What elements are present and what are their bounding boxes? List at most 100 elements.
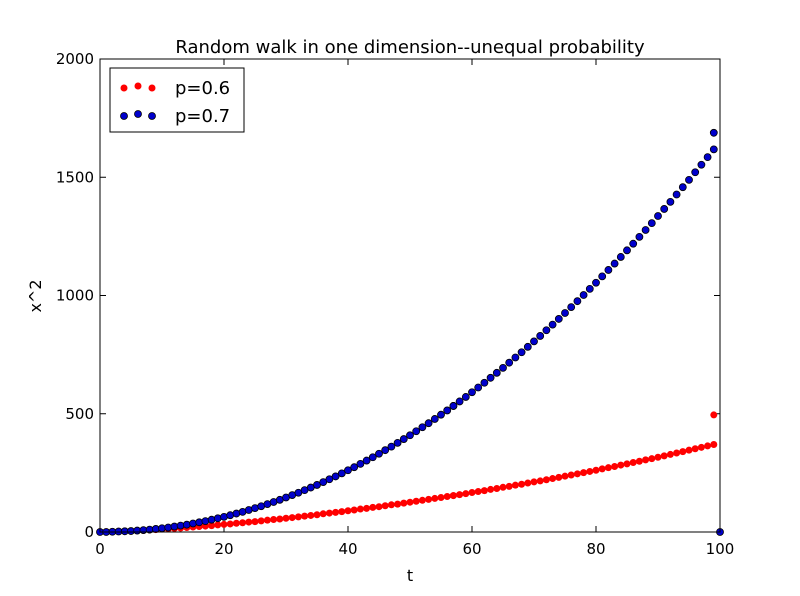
data-point xyxy=(319,510,327,518)
data-point xyxy=(666,450,674,458)
data-point xyxy=(635,457,643,465)
data-point xyxy=(530,478,538,486)
data-point xyxy=(691,168,700,177)
data-point xyxy=(673,449,681,457)
data-point xyxy=(511,481,519,489)
legend-marker xyxy=(148,84,156,92)
x-tick-label: 40 xyxy=(338,540,357,558)
data-point xyxy=(394,500,402,508)
data-point xyxy=(350,463,359,472)
data-point xyxy=(480,378,489,387)
series-p=0.7 xyxy=(96,128,724,536)
data-point xyxy=(399,435,408,443)
data-point xyxy=(554,315,563,323)
data-point xyxy=(523,342,532,351)
legend-marker xyxy=(120,84,128,92)
data-point xyxy=(561,472,569,480)
series-p=0.6 xyxy=(96,411,724,536)
data-point xyxy=(418,423,427,432)
data-point xyxy=(375,503,383,511)
data-point xyxy=(344,507,352,515)
data-point xyxy=(412,497,420,505)
data-point xyxy=(548,320,557,329)
data-point xyxy=(536,332,545,340)
y-tick-label: 1000 xyxy=(56,287,94,305)
data-point xyxy=(424,419,433,428)
data-point xyxy=(239,519,247,527)
data-point xyxy=(685,446,693,454)
x-tick-label: 60 xyxy=(462,540,481,558)
data-point xyxy=(660,205,669,213)
y-tick-label: 1500 xyxy=(56,168,94,186)
data-point xyxy=(270,515,278,523)
data-point xyxy=(573,297,582,306)
data-point xyxy=(362,456,371,465)
data-point xyxy=(629,239,638,248)
data-point xyxy=(555,473,563,481)
data-point xyxy=(276,515,284,523)
legend-label: p=0.7 xyxy=(175,106,230,127)
data-point xyxy=(368,453,377,462)
data-point xyxy=(598,465,606,473)
data-point xyxy=(338,508,346,516)
plot-frame xyxy=(99,58,721,533)
data-point xyxy=(319,478,328,486)
data-point xyxy=(356,459,365,468)
legend-marker xyxy=(120,112,128,120)
data-point xyxy=(561,309,569,317)
data-point xyxy=(195,518,204,527)
data-point xyxy=(573,470,581,478)
data-point xyxy=(455,397,464,406)
data-point xyxy=(679,448,687,456)
data-point xyxy=(654,453,662,461)
data-point xyxy=(208,522,216,530)
data-point xyxy=(406,431,414,440)
data-point xyxy=(536,477,544,485)
data-point xyxy=(654,212,662,220)
x-tick-label: 0 xyxy=(95,540,105,558)
data-point xyxy=(393,438,402,447)
data-point xyxy=(616,253,625,261)
data-point xyxy=(493,484,501,492)
data-point xyxy=(517,348,526,357)
data-point xyxy=(511,353,520,362)
data-point xyxy=(648,455,656,463)
data-point xyxy=(263,516,271,524)
data-point xyxy=(611,462,619,470)
data-point xyxy=(226,520,234,528)
data-point xyxy=(418,496,426,504)
data-point xyxy=(332,508,340,516)
data-point xyxy=(604,464,612,472)
data-point xyxy=(369,503,377,511)
data-point xyxy=(486,373,495,382)
y-axis-label: x^2 xyxy=(26,279,45,312)
data-point xyxy=(443,406,452,415)
data-point xyxy=(530,337,538,346)
data-point xyxy=(294,513,302,521)
x-tick-label: 20 xyxy=(214,540,233,558)
data-point xyxy=(524,479,532,487)
x-axis-label: t xyxy=(407,566,413,585)
data-point xyxy=(697,443,705,451)
data-point xyxy=(610,259,619,268)
data-point xyxy=(337,469,346,478)
legend-label: p=0.6 xyxy=(175,78,230,99)
data-point xyxy=(449,402,458,410)
data-point xyxy=(462,490,470,498)
legend-marker xyxy=(148,112,156,120)
data-point xyxy=(474,488,482,496)
data-point xyxy=(598,272,607,281)
data-point xyxy=(592,278,600,287)
data-point xyxy=(518,480,526,488)
data-point xyxy=(641,226,650,234)
data-point xyxy=(282,514,290,522)
data-point xyxy=(288,514,296,522)
data-point xyxy=(400,499,408,507)
data-point xyxy=(709,128,718,137)
data-point xyxy=(307,511,315,519)
data-point xyxy=(505,482,513,490)
data-point xyxy=(499,363,507,372)
data-point xyxy=(660,452,668,460)
